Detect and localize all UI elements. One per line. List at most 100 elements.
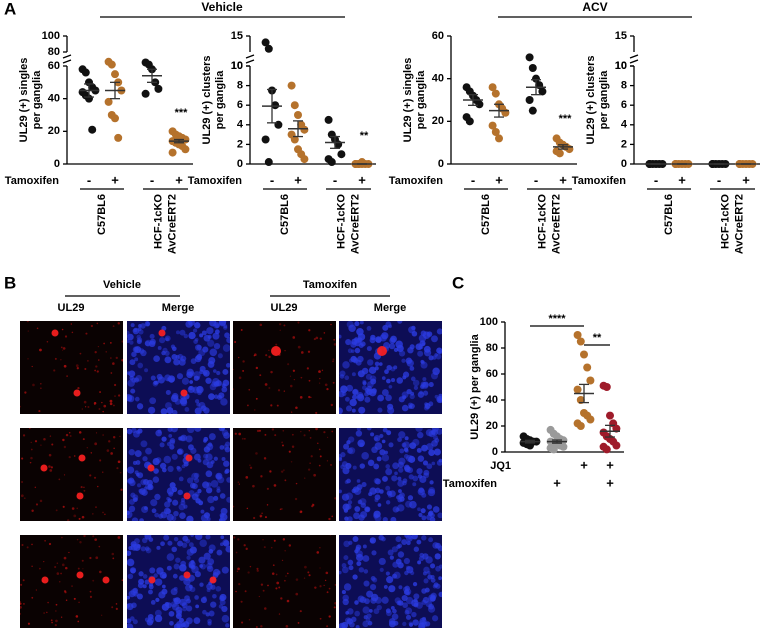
signal-speck xyxy=(308,395,311,399)
nucleus xyxy=(393,347,399,353)
nucleus xyxy=(381,389,389,396)
signal-speck xyxy=(245,476,249,479)
nucleus xyxy=(349,398,357,407)
nucleus xyxy=(222,539,229,546)
nucleus xyxy=(177,489,184,496)
nucleus xyxy=(149,333,155,339)
signal-speck xyxy=(242,369,245,372)
nucleus xyxy=(226,496,230,503)
nucleus xyxy=(342,598,349,606)
signal-speck xyxy=(260,583,264,586)
nucleus xyxy=(168,434,173,438)
signal-speck xyxy=(280,470,284,473)
nucleus xyxy=(396,600,402,606)
nucleus xyxy=(388,442,394,448)
nucleus xyxy=(207,361,215,368)
signal-speck xyxy=(51,443,54,446)
signal-speck xyxy=(20,494,24,498)
nucleus xyxy=(416,447,422,453)
signal-speck xyxy=(264,516,267,519)
nucleus xyxy=(128,449,135,456)
signal-speck xyxy=(115,356,118,360)
signal-speck xyxy=(109,399,113,403)
nucleus xyxy=(127,395,135,403)
signal-speck xyxy=(60,572,62,575)
nucleus xyxy=(132,494,139,501)
signal-speck xyxy=(60,346,63,349)
nucleus xyxy=(357,499,363,505)
nucleus xyxy=(149,567,156,574)
signal-speck xyxy=(310,455,313,458)
strain-label: HCF-1cKO xyxy=(335,194,347,249)
nucleus xyxy=(382,516,388,521)
signal-speck xyxy=(295,406,298,410)
nucleus xyxy=(397,551,405,558)
y-axis-label: UL29 (+) singles xyxy=(402,58,414,143)
signal-speck xyxy=(264,433,267,436)
signal-speck xyxy=(295,592,299,596)
signal-speck xyxy=(333,606,336,609)
signal-speck xyxy=(61,563,65,567)
signal-speck xyxy=(330,323,332,326)
nucleus xyxy=(226,337,230,344)
data-point xyxy=(491,89,500,98)
y-axis-label: UL29 (+) singles xyxy=(18,58,30,143)
nucleus xyxy=(133,328,138,333)
nucleus xyxy=(407,347,414,354)
signal-speck xyxy=(112,436,116,439)
signal-speck xyxy=(38,410,41,413)
signal-speck xyxy=(98,407,101,410)
signal-speck xyxy=(279,329,281,331)
nucleus xyxy=(207,339,215,347)
nucleus xyxy=(136,544,141,549)
signal-speck xyxy=(112,325,115,327)
signal-speck xyxy=(283,390,286,392)
nucleus xyxy=(401,442,407,448)
nucleus xyxy=(195,535,203,541)
nucleus xyxy=(212,332,220,340)
signal-speck xyxy=(319,377,321,380)
nucleus xyxy=(140,349,147,357)
signal-speck xyxy=(249,565,252,568)
nucleus xyxy=(223,325,228,330)
signal-speck xyxy=(35,503,39,506)
nucleus xyxy=(366,590,374,598)
nucleus xyxy=(150,499,158,507)
nucleus xyxy=(406,388,412,395)
nucleus xyxy=(363,615,368,620)
data-point xyxy=(81,68,90,77)
signal-speck xyxy=(87,405,90,408)
signal-speck xyxy=(61,349,64,351)
signal-speck xyxy=(99,391,102,393)
nucleus xyxy=(194,407,202,414)
nucleus xyxy=(406,566,414,574)
nucleus xyxy=(396,377,404,384)
nucleus xyxy=(200,405,207,412)
nucleus xyxy=(385,394,392,402)
nucleus xyxy=(435,353,442,360)
nucleus xyxy=(420,381,427,387)
signal-speck xyxy=(237,567,240,571)
signal-speck xyxy=(83,489,86,492)
nucleus xyxy=(221,566,229,574)
nucleus xyxy=(404,436,409,441)
signal-speck xyxy=(307,350,311,353)
signal-speck xyxy=(103,342,106,345)
nucleus xyxy=(346,440,351,445)
nucleus xyxy=(379,433,384,438)
nucleus xyxy=(172,499,179,506)
nucleus xyxy=(426,570,431,575)
signal-speck xyxy=(43,437,46,441)
signal-speck xyxy=(94,538,98,542)
signal-speck xyxy=(92,579,95,582)
nucleus xyxy=(127,371,131,375)
nucleus xyxy=(215,585,222,592)
signal-speck xyxy=(73,597,76,600)
nucleus xyxy=(413,385,419,390)
nucleus xyxy=(351,338,358,345)
nucleus xyxy=(423,578,429,584)
nucleus xyxy=(409,622,414,627)
row-mark: + xyxy=(580,457,588,472)
data-point xyxy=(555,149,564,158)
y-tick-label: 20 xyxy=(486,420,498,432)
